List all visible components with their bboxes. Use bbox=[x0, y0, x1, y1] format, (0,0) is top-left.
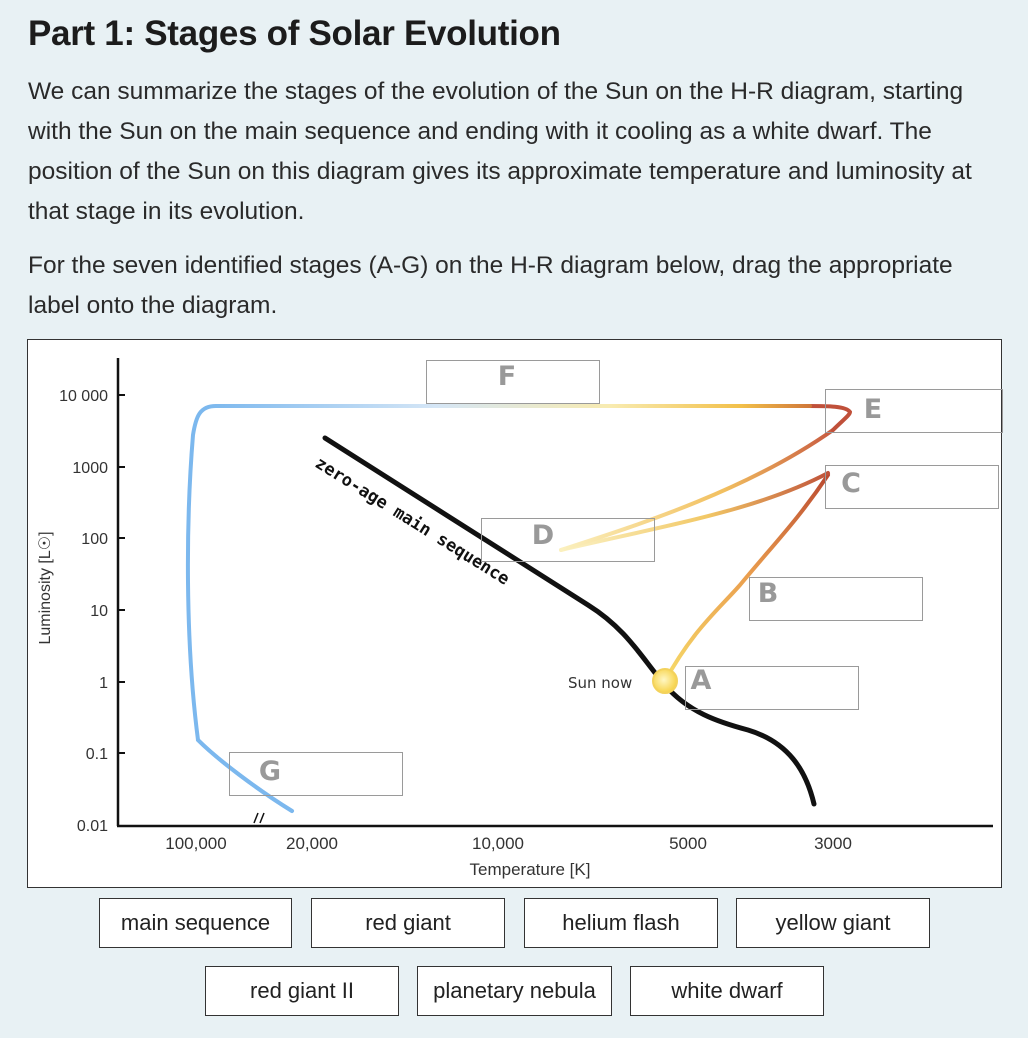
drop-zone-b[interactable] bbox=[749, 577, 923, 621]
track-helium-flash-to-d bbox=[559, 471, 830, 552]
label-planetary-nebula[interactable]: planetary nebula bbox=[417, 966, 612, 1016]
hr-diagram: 10 000 1000 100 10 1 0.1 0.01 Luminosity… bbox=[27, 339, 1003, 888]
x-axis-label: Temperature [K] bbox=[470, 860, 591, 879]
page-title: Part 1: Stages of Solar Evolution bbox=[28, 14, 561, 53]
drop-zone-c[interactable] bbox=[825, 465, 999, 509]
stage-letter-f: F bbox=[498, 361, 516, 392]
y-tick-label: 0.01 bbox=[77, 818, 108, 835]
stage-letter-a: A bbox=[691, 665, 712, 696]
y-tick-label: 1000 bbox=[72, 460, 108, 477]
x-tick-label: 3000 bbox=[814, 834, 852, 853]
drop-zone-e[interactable] bbox=[825, 389, 1003, 433]
y-tick-label: 10 bbox=[90, 603, 108, 620]
y-axis-label: Luminosity [L☉] bbox=[37, 531, 54, 644]
label-main-sequence[interactable]: main sequence bbox=[99, 898, 292, 948]
label-red-giant-ii[interactable]: red giant II bbox=[205, 966, 399, 1016]
x-tick-labels: 100,000 20,000 10,000 5000 3000 bbox=[165, 834, 852, 853]
intro-paragraph: We can summarize the stages of the evolu… bbox=[28, 78, 972, 225]
x-tick-label: 5000 bbox=[669, 834, 707, 853]
stage-letter-d: D bbox=[532, 520, 554, 551]
hr-diagram-svg: 10 000 1000 100 10 1 0.1 0.01 Luminosity… bbox=[37, 358, 993, 879]
x-tick-label: 100,000 bbox=[165, 834, 226, 853]
instruction-paragraph: For the seven identified stages (A-G) on… bbox=[28, 252, 953, 319]
label-white-dwarf[interactable]: white dwarf bbox=[630, 966, 824, 1016]
track-e-tip bbox=[806, 404, 853, 432]
y-tick-label: 10 000 bbox=[59, 388, 108, 405]
track-white-dwarf-tail bbox=[196, 738, 294, 813]
y-tick-label: 100 bbox=[81, 531, 108, 548]
axes bbox=[116, 358, 993, 828]
sun-now-label: Sun now bbox=[568, 674, 632, 692]
label-red-giant[interactable]: red giant bbox=[311, 898, 505, 948]
drop-zone-g[interactable] bbox=[229, 752, 403, 796]
stage-letter-c: C bbox=[841, 468, 861, 499]
axis-break-mark bbox=[253, 812, 265, 824]
sun-marker bbox=[652, 668, 678, 694]
main-sequence-curve bbox=[322, 435, 817, 807]
stage-letter-e: E bbox=[864, 394, 882, 425]
drop-zone-d[interactable] bbox=[481, 518, 655, 562]
y-tick-label: 0.1 bbox=[86, 746, 108, 763]
stage-letters: A B C D E F G bbox=[259, 361, 882, 787]
track-sun-to-red-giant bbox=[663, 473, 830, 683]
x-tick-label: 20,000 bbox=[286, 834, 338, 853]
y-tick-labels: 10 000 1000 100 10 1 0.1 0.01 bbox=[59, 388, 108, 835]
x-tick-label: 10,000 bbox=[472, 834, 524, 853]
stage-letter-g: G bbox=[259, 756, 281, 787]
label-yellow-giant[interactable]: yellow giant bbox=[736, 898, 930, 948]
y-tick-label: 1 bbox=[99, 675, 108, 692]
y-ticks bbox=[118, 394, 125, 754]
track-d-to-e bbox=[559, 428, 835, 552]
drop-zone-a[interactable] bbox=[685, 666, 859, 710]
stage-letter-b: B bbox=[758, 578, 779, 609]
drop-zone-f[interactable] bbox=[426, 360, 600, 404]
label-helium-flash[interactable]: helium flash bbox=[524, 898, 718, 948]
